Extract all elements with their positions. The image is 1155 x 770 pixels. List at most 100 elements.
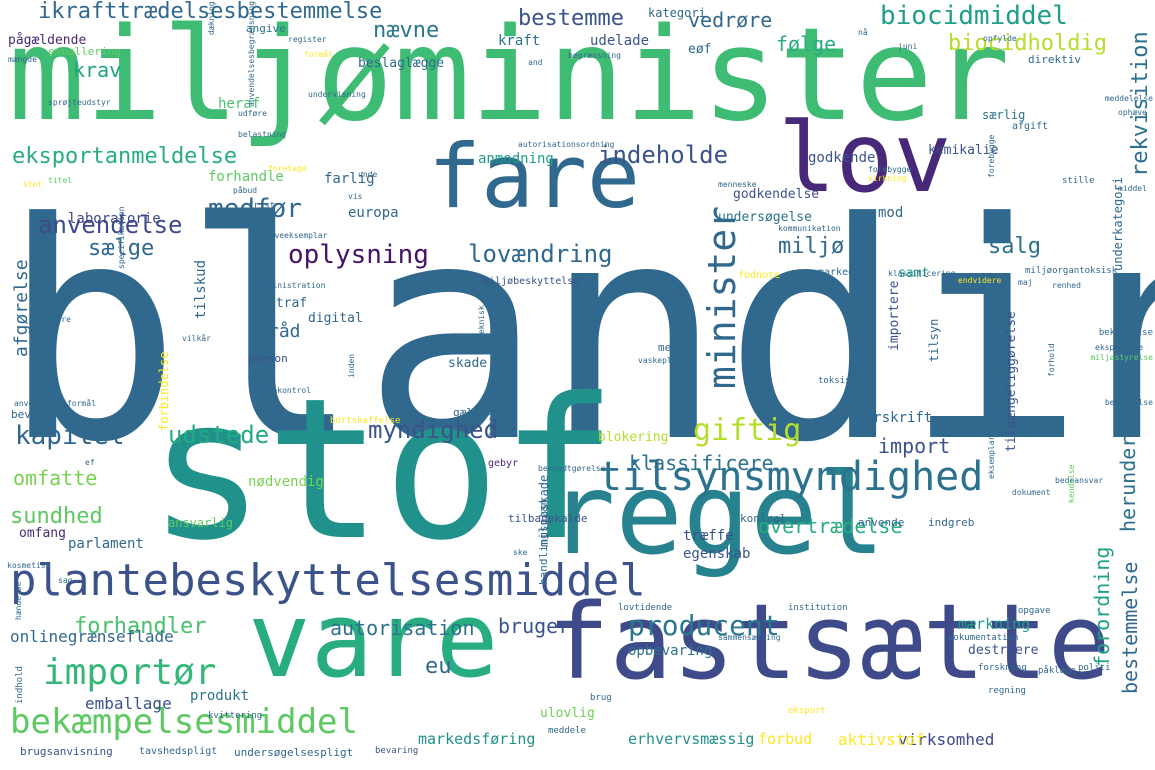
word-136: bortskaffelse bbox=[330, 416, 401, 427]
word-111: anvende bbox=[858, 516, 905, 530]
word-59: destruere bbox=[968, 642, 1039, 658]
word-154: forebygge bbox=[868, 165, 912, 175]
word-77: laboratorie bbox=[68, 210, 161, 227]
word-8: plantebeskyttelsesmiddel bbox=[10, 555, 646, 607]
word-175: begrænsning bbox=[568, 51, 621, 61]
word-141: administration bbox=[258, 281, 326, 291]
word-3: regel bbox=[548, 450, 886, 581]
word-51: emballage bbox=[85, 693, 172, 713]
word-167: undervisning bbox=[308, 90, 366, 100]
word-46: forordning bbox=[1090, 546, 1114, 667]
word-107: megen bbox=[658, 341, 692, 355]
word-110: kontrol bbox=[740, 512, 787, 526]
word-194: bekendtgørelse bbox=[538, 464, 606, 474]
word-131: opgave bbox=[1018, 606, 1051, 617]
word-126: eksport bbox=[788, 706, 826, 717]
word-1: stof bbox=[148, 356, 618, 584]
word-53: markedsføring bbox=[418, 729, 536, 748]
word-90: kategori bbox=[648, 6, 706, 21]
word-52: produkt bbox=[190, 687, 250, 704]
word-158: frist bbox=[248, 201, 276, 212]
word-81: tilskud bbox=[193, 260, 209, 320]
word-161: vis bbox=[348, 192, 363, 202]
word-176: and bbox=[528, 58, 543, 68]
word-121: meddele bbox=[548, 726, 586, 737]
word-183: egenkontrol bbox=[258, 386, 311, 396]
word-100: importere bbox=[887, 280, 902, 352]
word-73: godkende bbox=[808, 149, 876, 166]
word-69: overskrift bbox=[848, 409, 933, 426]
word-163: påbud bbox=[233, 186, 258, 196]
word-127: regning bbox=[988, 686, 1026, 697]
word-60: opbevaring bbox=[628, 642, 713, 659]
word-45: herunder bbox=[1116, 435, 1140, 532]
word-9: tilsynsmyndighed bbox=[598, 453, 984, 500]
word-2: miljøminister bbox=[8, 0, 1010, 150]
word-87: kraft bbox=[498, 32, 541, 49]
word-133: lovtidende bbox=[618, 603, 673, 614]
word-74: anmodning bbox=[478, 150, 554, 167]
word-32: sælge bbox=[88, 236, 155, 262]
word-75: farlig bbox=[324, 170, 375, 187]
word-94: direktiv bbox=[1028, 53, 1081, 67]
word-159: unde bbox=[358, 170, 378, 180]
word-12: minister bbox=[700, 205, 744, 389]
word-147: klassificering bbox=[888, 269, 956, 279]
word-19: lovændring bbox=[468, 240, 613, 269]
word-191: dokument bbox=[1012, 488, 1051, 498]
word-151: prøveeksemplar bbox=[260, 231, 328, 241]
word-4: fastsætte bbox=[547, 580, 1111, 703]
word-112: indgreb bbox=[928, 516, 975, 530]
word-57: aktivstof bbox=[838, 729, 925, 749]
word-89: eøf bbox=[688, 41, 712, 57]
word-85: heraf bbox=[218, 95, 261, 112]
word-178: formål bbox=[304, 50, 333, 60]
word-99: skadegører bbox=[747, 310, 761, 384]
word-34: salg bbox=[988, 234, 1041, 260]
word-96: afgift bbox=[1012, 121, 1049, 133]
word-182: middel bbox=[1118, 184, 1147, 194]
word-64: parlament bbox=[68, 535, 144, 552]
word-37: forhandler bbox=[74, 614, 207, 640]
word-181: mængde bbox=[8, 55, 37, 65]
word-199: hændelse bbox=[14, 581, 23, 620]
word-138: forhold bbox=[1047, 343, 1056, 377]
word-61: ulovlig bbox=[540, 705, 595, 721]
word-31: krav bbox=[73, 58, 122, 83]
word-68: blokering bbox=[598, 429, 669, 445]
word-184: inden bbox=[347, 353, 356, 378]
word-29: nævne bbox=[373, 18, 440, 44]
word-173: juni bbox=[898, 42, 918, 52]
word-116: gebyr bbox=[488, 458, 519, 470]
word-6: fare bbox=[428, 124, 640, 228]
word-114: fodnote bbox=[738, 270, 781, 282]
word-164: foretage bbox=[268, 164, 307, 174]
word-140: betingelse bbox=[1104, 398, 1153, 408]
word-48: afgørelse bbox=[11, 259, 32, 357]
word-157: titel bbox=[48, 176, 73, 186]
word-35: omfatte bbox=[13, 466, 98, 491]
word-101: tilsyn bbox=[927, 318, 941, 363]
word-20: medfør bbox=[208, 193, 302, 224]
word-150: bekæmpelse bbox=[1098, 328, 1153, 339]
word-104: miljøskade bbox=[537, 474, 551, 548]
word-50: onlinegrænseflade bbox=[10, 626, 174, 646]
word-109: tilbagekalde bbox=[508, 512, 588, 526]
word-142: eksportere bbox=[1095, 343, 1144, 353]
word-72: undersøgelse bbox=[718, 209, 812, 225]
word-180: anvendelsesbegrænsning bbox=[247, 1, 256, 107]
word-171: ophæve bbox=[1118, 108, 1147, 118]
word-36: sundhed bbox=[10, 504, 103, 530]
word-170: meddelelse bbox=[1104, 94, 1153, 104]
word-15: kapitel bbox=[15, 420, 125, 451]
word-166: udføre bbox=[238, 109, 267, 119]
word-186: vaskeplads bbox=[638, 356, 687, 366]
word-13: producent bbox=[628, 608, 780, 642]
word-188: vilkår bbox=[182, 334, 211, 344]
word-11: importør bbox=[43, 652, 217, 694]
word-155: forebygge bbox=[987, 134, 996, 178]
word-93: angive bbox=[246, 22, 286, 36]
word-86: beslaglægge bbox=[358, 55, 445, 71]
word-33: miljø bbox=[778, 234, 845, 260]
